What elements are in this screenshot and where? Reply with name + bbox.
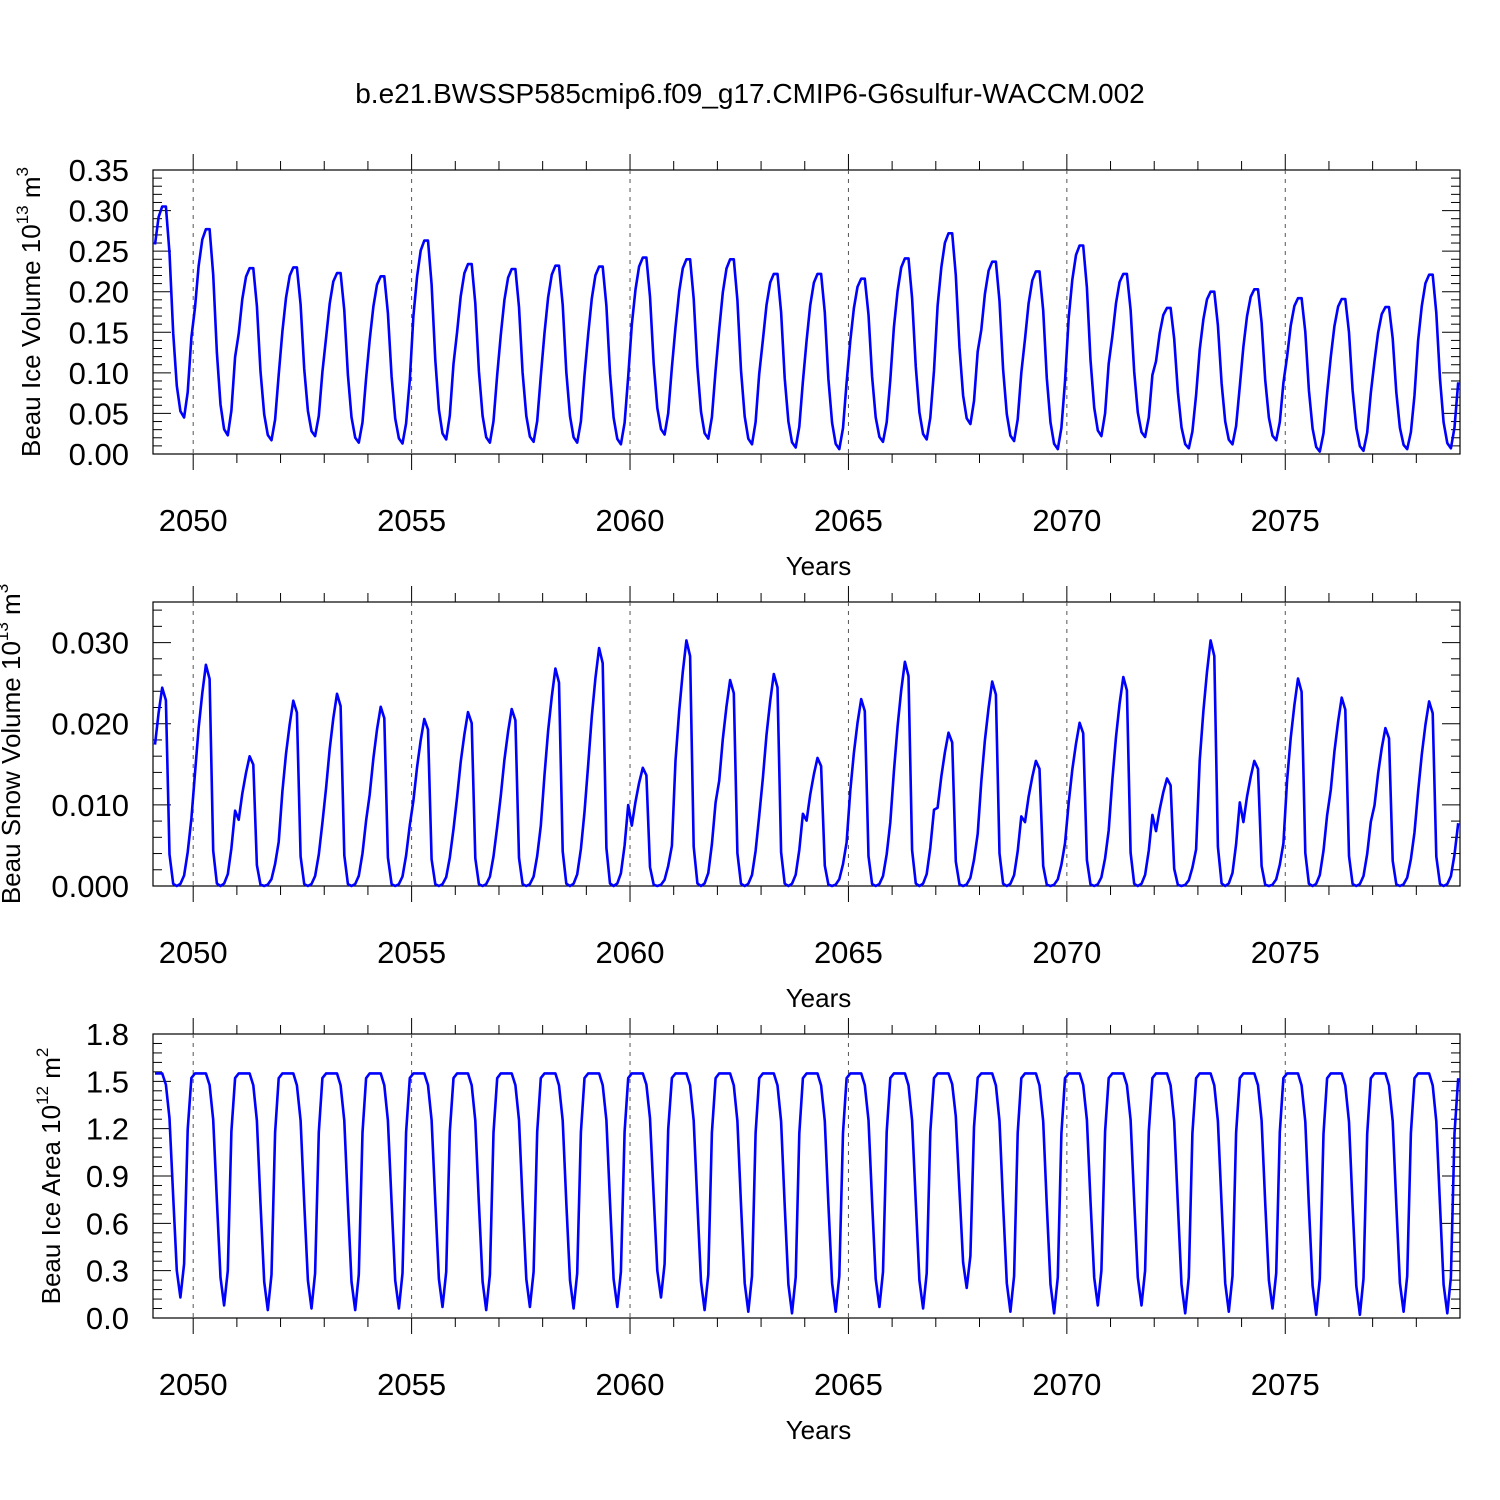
- series-line: [155, 1072, 1460, 1317]
- series-line: [153, 205, 1460, 453]
- x-tick-label: 2075: [1251, 1367, 1320, 1402]
- x-axis-label: Years: [786, 551, 852, 581]
- y-tick-label: 1.2: [86, 1112, 129, 1147]
- panel-1: 2050 2055 2060 2065 2070 2075 Years 0.00 0.05 0.1…: [13, 153, 1461, 581]
- y-axis-label: Beau Ice Volume 1013 m3: [13, 167, 46, 457]
- y-tick-label: 0.0: [86, 1301, 129, 1336]
- y-tick-label: 0.35: [69, 153, 129, 188]
- x-tick-label: 2055: [377, 1367, 446, 1402]
- y-tick-label: 1.5: [86, 1064, 129, 1099]
- x-tick-label: 2050: [159, 1367, 228, 1402]
- y-tick-label: 0.25: [69, 234, 129, 269]
- x-tick-label: 2070: [1032, 503, 1101, 538]
- y-tick-label: 0.030: [51, 626, 129, 661]
- y-tick-label: 0.000: [51, 869, 129, 904]
- plot-frame: [152, 169, 1461, 455]
- y-tick-label: 1.8: [86, 1017, 129, 1052]
- y-tick-label: 0.20: [69, 275, 129, 310]
- y-tick-label: 0.15: [69, 315, 129, 350]
- y-tick-label: 0.9: [86, 1159, 129, 1194]
- x-tick-label: 2050: [159, 503, 228, 538]
- y-axis-label: Beau Snow Volume 1013 m3: [0, 584, 26, 904]
- y-tick-label: 0.00: [69, 437, 129, 472]
- x-tick-label: 2060: [596, 935, 665, 970]
- y-tick-label: 0.020: [51, 707, 129, 742]
- y-tick-label: 0.010: [51, 788, 129, 823]
- x-axis-label: Years: [786, 983, 852, 1013]
- y-tick-label: 0.05: [69, 396, 129, 431]
- y-tick-label: 0.6: [86, 1206, 129, 1241]
- x-tick-label: 2060: [596, 503, 665, 538]
- x-tick-label: 2055: [377, 503, 446, 538]
- x-tick-label: 2075: [1251, 503, 1320, 538]
- x-axis-label: Years: [786, 1415, 852, 1445]
- x-tick-label: 2070: [1032, 1367, 1101, 1402]
- y-tick-label: 0.3: [86, 1254, 129, 1289]
- panel-2: 2050 2055 2060 2065 2070 2075 Years 0.000 0.010 0…: [0, 584, 1461, 1013]
- x-tick-label: 2050: [159, 935, 228, 970]
- plot-frame: [152, 601, 1461, 887]
- panel-3: 2050 2055 2060 2065 2070 2075 Years 0.0 0.3 0.6 0.…: [33, 1017, 1461, 1445]
- y-axis-label: Beau Ice Area 1012 m2: [33, 1048, 66, 1305]
- y-tick-label: 0.10: [69, 356, 129, 391]
- x-tick-label: 2065: [814, 935, 883, 970]
- x-tick-label: 2075: [1251, 935, 1320, 970]
- x-tick-label: 2065: [814, 503, 883, 538]
- x-tick-label: 2070: [1032, 935, 1101, 970]
- main-title: b.e21.BWSSP585cmip6.f09_g17.CMIP6-G6sulf…: [355, 78, 1145, 109]
- x-tick-label: 2065: [814, 1367, 883, 1402]
- series-line: [153, 639, 1460, 888]
- y-tick-label: 0.30: [69, 194, 129, 229]
- x-tick-label: 2060: [596, 1367, 665, 1402]
- x-tick-label: 2055: [377, 935, 446, 970]
